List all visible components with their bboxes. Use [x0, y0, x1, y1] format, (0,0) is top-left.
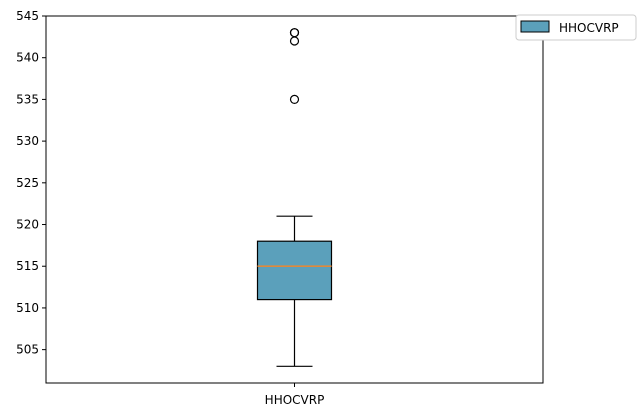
- y-tick-label: 545: [16, 9, 39, 23]
- plot-area-frame: [45, 15, 544, 384]
- y-tick-label: 505: [16, 343, 39, 357]
- box-group: [256, 28, 333, 367]
- outlier-point: [289, 94, 300, 105]
- y-tick-label: 535: [16, 92, 39, 106]
- y-tick-label: 540: [16, 51, 39, 65]
- outlier-point: [289, 28, 300, 38]
- x-tick-label: HHOCVRP: [265, 393, 325, 407]
- y-tick-label: 520: [16, 218, 39, 232]
- y-tick-label: 530: [16, 134, 39, 148]
- legend-label: HHOCVRP: [559, 21, 619, 35]
- y-tick-label: 525: [16, 176, 39, 190]
- y-tick-label: 515: [16, 259, 39, 273]
- outlier-point: [289, 36, 300, 46]
- x-axis-ticks: HHOCVRP: [265, 383, 325, 407]
- y-tick-label: 510: [16, 301, 39, 315]
- legend: HHOCVRP: [515, 14, 637, 41]
- iqr-box: [256, 240, 333, 301]
- legend-swatch: [520, 20, 550, 33]
- y-axis-ticks: 505 510 515 520 525 530 535 540 545: [16, 9, 46, 357]
